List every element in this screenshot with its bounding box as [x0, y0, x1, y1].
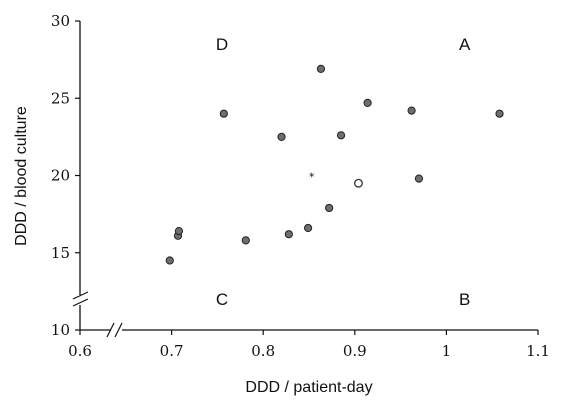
- data-point: [363, 98, 372, 107]
- x-tick-label: 0.8: [251, 342, 275, 360]
- y-tick-label: 30: [51, 12, 70, 30]
- y-axis-break: [72, 291, 89, 307]
- x-axis-label: DDD / patient-day: [245, 379, 372, 396]
- data-point: [303, 223, 313, 233]
- y-tick-label: 15: [51, 244, 70, 262]
- y-tick-label: 25: [51, 89, 70, 107]
- data-point: [316, 64, 326, 73]
- x-tick-label: 0.9: [343, 342, 367, 360]
- x-tick-label: 0.7: [160, 342, 184, 360]
- data-point: [414, 174, 424, 183]
- y-ticks: 10 15 20 25 30: [51, 12, 80, 339]
- data-point-star: *: [309, 171, 315, 184]
- quadrant-label-b: B: [459, 290, 470, 309]
- data-point: [284, 230, 293, 239]
- data-point: [336, 131, 346, 140]
- data-point-open: [354, 178, 363, 188]
- data-point: [219, 109, 228, 118]
- quadrant-label-c: C: [216, 290, 228, 309]
- x-tick-label: 1.1: [526, 342, 550, 360]
- data-point: [277, 132, 286, 141]
- data-point: [241, 236, 250, 245]
- y-tick-label: 20: [51, 167, 70, 185]
- y-axis-label: DDD / blood culture: [13, 106, 30, 246]
- y-tick-label: 10: [51, 321, 70, 339]
- quadrant-labels: A B C D: [216, 35, 471, 309]
- x-tick-label: 0.6: [68, 342, 92, 360]
- x-ticks: 0.6 0.7 0.8 0.9 1 1.1: [68, 330, 550, 360]
- data-point: [495, 109, 504, 118]
- data-point: [325, 203, 334, 213]
- data-point: [407, 106, 416, 115]
- data-points: *: [165, 64, 504, 265]
- data-point: [165, 256, 174, 265]
- quadrant-label-d: D: [216, 35, 228, 54]
- x-axis-break: [106, 322, 123, 338]
- data-point: [174, 227, 184, 236]
- axes: [72, 21, 538, 338]
- quadrant-label-a: A: [459, 35, 471, 54]
- x-tick-label: 1: [442, 342, 452, 360]
